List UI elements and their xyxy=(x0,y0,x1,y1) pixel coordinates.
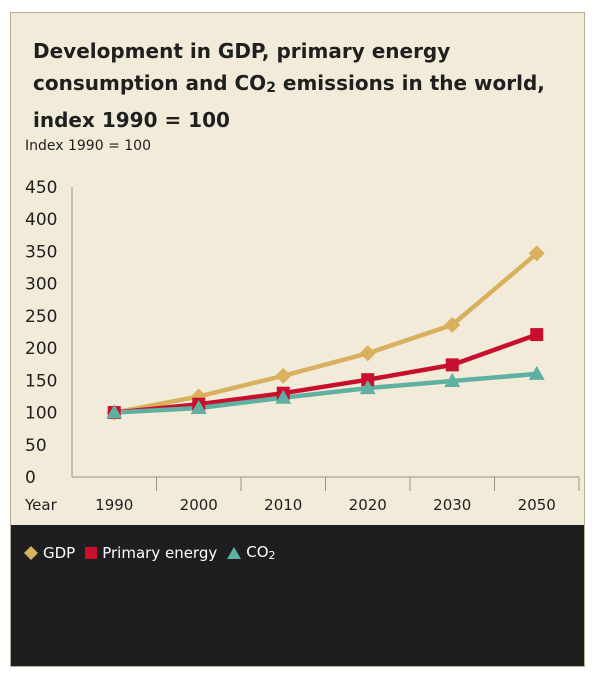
data-point-co2 xyxy=(444,372,461,387)
data-point-primary-energy xyxy=(445,358,459,372)
data-point-gdp xyxy=(444,316,461,333)
data-point-co2 xyxy=(190,400,207,415)
series-line-co2 xyxy=(114,371,537,415)
x-axis-label: Year xyxy=(24,496,58,514)
legend-item-primary-energy: Primary energy xyxy=(84,544,217,562)
line-chart: 0 50 100 150 200 250 300 350 400 450 1990 2000 2010 2… xyxy=(24,178,580,514)
x-tick-label: 1990 xyxy=(95,496,133,514)
legend: GDP Primary energy CO2 xyxy=(23,543,285,562)
data-point-gdp xyxy=(528,245,545,262)
data-point-gdp xyxy=(359,345,376,362)
diamond-icon xyxy=(24,545,38,560)
legend-panel: GDP Primary energy CO2 xyxy=(11,525,584,666)
y-tick-label: 0 xyxy=(25,468,36,488)
y-tick-label: 100 xyxy=(25,404,57,424)
y-tick-label: 150 xyxy=(25,371,57,391)
x-tick-label: 2010 xyxy=(264,496,302,514)
triangle-icon xyxy=(227,546,242,559)
y-tick-label: 350 xyxy=(25,242,57,262)
data-point-co2 xyxy=(275,389,292,404)
x-tick-label: 2030 xyxy=(433,496,471,514)
y-tick-label: 250 xyxy=(25,307,57,327)
chart-title: Development in GDP, primary energy consu… xyxy=(33,39,545,132)
data-point-gdp xyxy=(275,367,292,384)
legend-item-co2: CO2 xyxy=(226,543,276,562)
x-tick-label: 2000 xyxy=(180,496,218,514)
chart-frame: Development in GDP, primary energy consu… xyxy=(10,12,585,667)
y-axis-label: Index 1990 = 100 xyxy=(25,138,151,154)
y-tick-label: 200 xyxy=(25,339,57,359)
legend-item-gdp: GDP xyxy=(23,544,75,562)
x-tick-label: 2050 xyxy=(518,496,556,514)
series-line-primary-energy xyxy=(114,332,538,415)
y-tick-label: 300 xyxy=(25,275,57,295)
x-tick-label: 2020 xyxy=(349,496,387,514)
legend-label-primary-energy: Primary energy xyxy=(102,543,218,562)
data-point-co2 xyxy=(106,404,123,419)
data-point-primary-energy xyxy=(361,373,375,387)
series-line-gdp xyxy=(113,251,539,415)
data-point-co2 xyxy=(359,380,376,395)
legend-label-co2: CO2 xyxy=(246,543,276,562)
data-point-primary-energy xyxy=(530,328,544,342)
data-point-co2 xyxy=(528,365,545,380)
y-tick-label: 450 xyxy=(25,178,57,198)
y-tick-label: 400 xyxy=(25,210,57,230)
legend-label-gdp: GDP xyxy=(43,543,76,562)
square-icon xyxy=(85,546,98,559)
y-tick-label: 50 xyxy=(25,436,47,456)
